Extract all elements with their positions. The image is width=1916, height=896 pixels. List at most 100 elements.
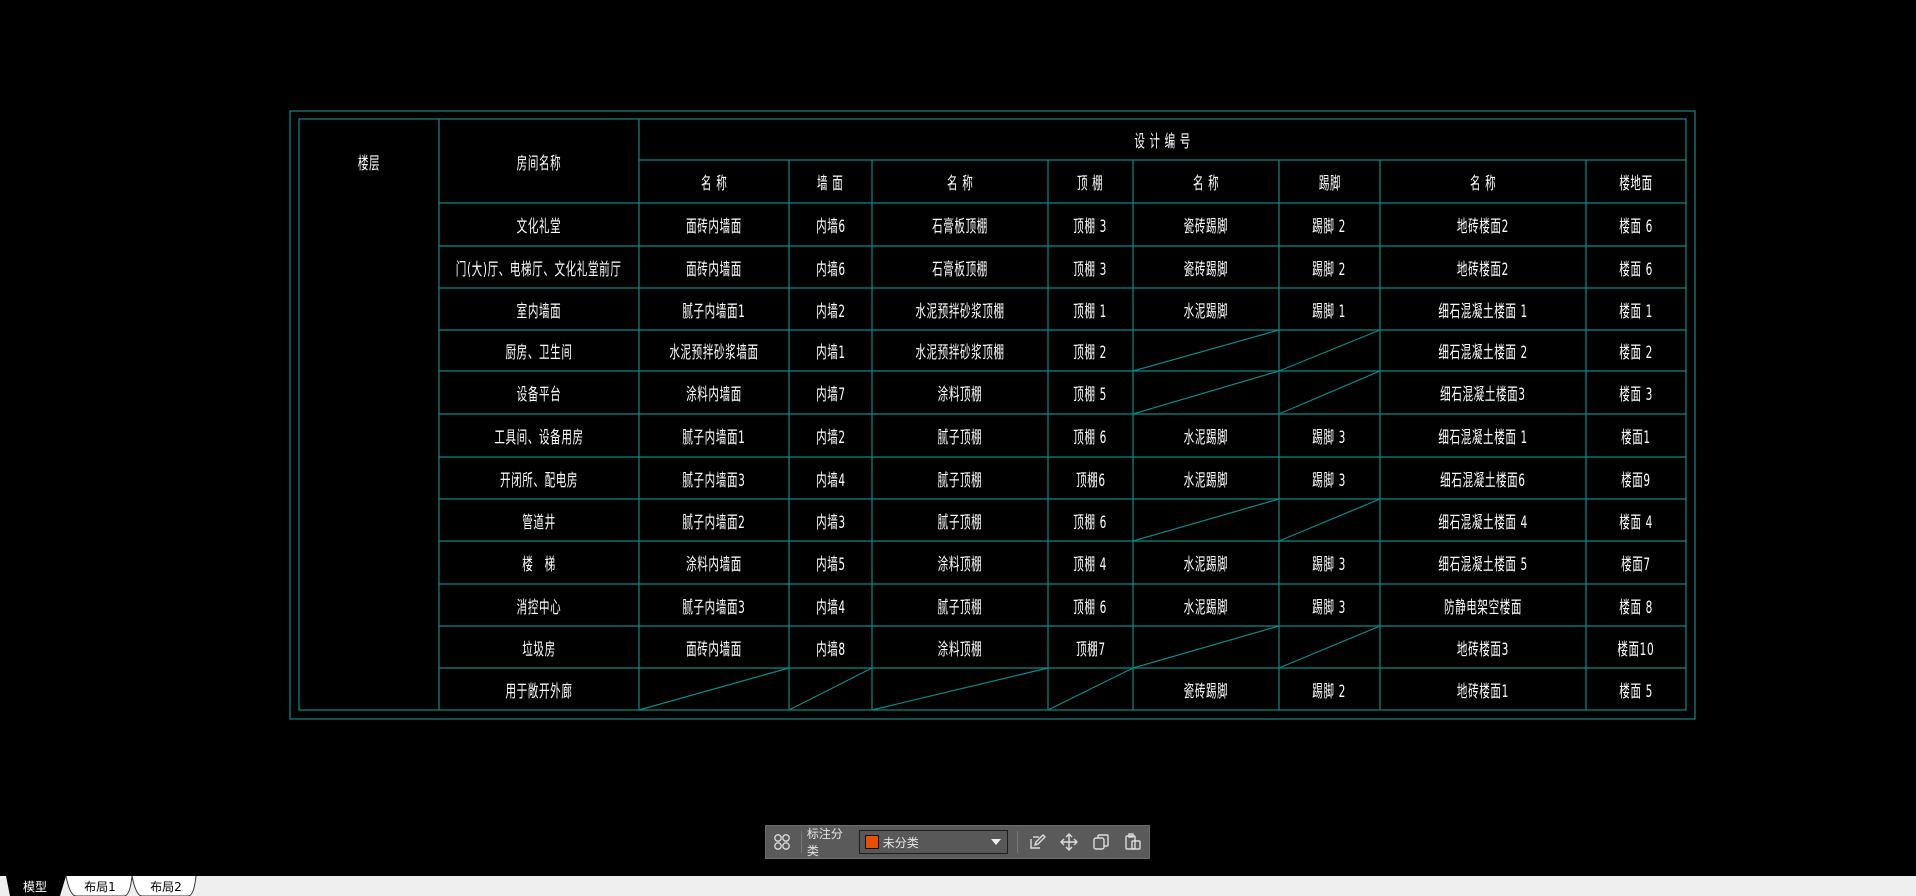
paste-icon[interactable] — [1120, 829, 1146, 855]
table-cell: 面砖内墙面 — [639, 203, 789, 246]
header-sub: 名 称 — [872, 160, 1048, 203]
cell-text: 楼面 3 — [1619, 385, 1653, 405]
header-floor: 楼层 — [299, 119, 439, 203]
cell-text: 涂料内墙面 — [686, 555, 742, 575]
cell-text: 楼面9 — [1621, 470, 1651, 491]
tab-layout1[interactable]: 布局1 — [74, 876, 126, 896]
table-cell: 踢脚 3 — [1279, 414, 1380, 457]
cell-text: 踢脚 — [1318, 174, 1341, 194]
table-cell: 踢脚 3 — [1279, 541, 1380, 584]
cell-text: 开闭所、配电房 — [499, 470, 579, 491]
tab-layout2[interactable]: 布局2 — [140, 876, 192, 896]
cell-text: 防静电架空楼面 — [1443, 597, 1523, 618]
cell-text: 名 称 — [946, 174, 974, 194]
tab-shapes — [6, 876, 197, 896]
table-cell: 水泥踢脚 — [1133, 414, 1279, 457]
cell-text: 顶棚 1 — [1073, 301, 1108, 322]
empty-cell-diagonal — [788, 667, 873, 711]
cell-text: 细石混凝土楼面6 — [1440, 470, 1526, 491]
table-cell: 细石混凝土楼面 2 — [1380, 330, 1586, 371]
header-sub: 名 称 — [1133, 160, 1279, 203]
table-cell: 面砖内墙面 — [639, 246, 789, 288]
room-name-cell: 楼 梯 — [439, 541, 639, 584]
layout-tab-bar: 模型 布局1 布局2 — [0, 876, 1916, 896]
table-cell: 踢脚 1 — [1279, 288, 1380, 330]
table-cell: 涂料顶棚 — [872, 541, 1048, 584]
cell-text: 水泥踢脚 — [1183, 470, 1229, 491]
move-icon[interactable] — [1056, 829, 1082, 855]
empty-cell-diagonal — [1132, 498, 1280, 542]
cell-text: 设 计 编 号 — [1134, 132, 1191, 152]
cell-text: 内墙5 — [815, 555, 846, 575]
cell-text: 腻子顶棚 — [937, 470, 983, 491]
cell-text: 顶棚7 — [1075, 639, 1106, 660]
table-cell: 细石混凝土楼面3 — [1380, 371, 1586, 414]
room-name-cell: 开闭所、配电房 — [439, 457, 639, 499]
cell-text: 用于敞开外廊 — [505, 681, 573, 702]
cell-text: 设备平台 — [516, 385, 562, 405]
cell-text: 顶棚 2 — [1073, 343, 1108, 363]
table-cell: 涂料内墙面 — [639, 371, 789, 414]
tab-model[interactable]: 模型 — [10, 876, 60, 896]
table-cell: 顶棚 4 — [1048, 541, 1133, 584]
grid-icon[interactable] — [769, 829, 795, 855]
room-name-cell: 管道井 — [439, 499, 639, 541]
selected-category: 未分类 — [882, 835, 919, 850]
table-cell: 内墙5 — [789, 541, 872, 584]
cell-text: 细石混凝土楼面 4 — [1438, 512, 1528, 533]
edit-icon[interactable] — [1024, 829, 1050, 855]
room-name-cell: 室内墙面 — [439, 288, 639, 330]
empty-cell-diagonal — [1278, 370, 1381, 415]
cell-text: 名 称 — [700, 174, 728, 194]
cell-text: 水泥预拌砂浆顶棚 — [915, 301, 1005, 322]
table-cell: 顶棚 6 — [1048, 499, 1133, 541]
table-cell: 顶棚7 — [1048, 626, 1133, 668]
annotation-category-label: 标注分类 — [806, 827, 843, 858]
cell-text: 楼面7 — [1621, 555, 1651, 575]
room-name-cell: 消控中心 — [439, 584, 639, 626]
tab-label: 模型 — [22, 879, 47, 894]
table-cell: 内墙1 — [789, 330, 872, 371]
cell-text: 楼地面 — [1619, 174, 1653, 194]
table-cell: 楼面 3 — [1586, 371, 1686, 414]
tab-label: 布局1 — [84, 879, 116, 894]
cell-text: 地砖楼面1 — [1457, 681, 1509, 702]
table-cell: 楼面 8 — [1586, 584, 1686, 626]
annotation-category-select[interactable]: 未分类 — [858, 830, 1009, 854]
table-cell: 面砖内墙面 — [639, 626, 789, 668]
cell-text: 细石混凝土楼面 1 — [1438, 428, 1528, 448]
table-cell: 踢脚 2 — [1279, 246, 1380, 288]
drawing-canvas[interactable]: 楼层 房间名称 设 计 编 号名 称 墙 面 名 称 顶 棚 名 称 踢脚 名 称 楼地面 文化礼堂… — [0, 0, 1916, 876]
chevron-down-icon — [991, 839, 1002, 845]
table-cell: 楼面 1 — [1586, 288, 1686, 330]
table-cell: 内墙2 — [789, 414, 872, 457]
table-cell: 细石混凝土楼面 1 — [1380, 288, 1586, 330]
cell-text: 名 称 — [1469, 174, 1497, 194]
cell-text: 楼面 6 — [1619, 217, 1653, 237]
cell-text: 内墙2 — [815, 301, 846, 322]
copy-icon[interactable] — [1088, 829, 1114, 855]
cell-text: 顶 棚 — [1077, 174, 1104, 194]
table-cell: 内墙4 — [789, 457, 872, 499]
room-name-cell: 垃圾房 — [439, 626, 639, 668]
cell-text: 水泥踢脚 — [1183, 597, 1229, 618]
table-cell: 楼面9 — [1586, 457, 1686, 499]
cell-text: 楼面 1 — [1619, 301, 1653, 322]
cell-text: 楼 梯 — [522, 555, 556, 575]
table-cell: 细石混凝土楼面 5 — [1380, 541, 1586, 584]
empty-cell-diagonal — [1132, 329, 1280, 372]
cell-text: 楼面1 — [1621, 428, 1651, 448]
table-cell: 瓷砖踢脚 — [1133, 668, 1279, 710]
cell-text: 名 称 — [1192, 174, 1220, 194]
empty-cell-diagonal — [1278, 329, 1381, 372]
table-cell: 内墙8 — [789, 626, 872, 668]
cell-text: 地砖楼面2 — [1457, 259, 1509, 280]
table-cell: 地砖楼面1 — [1380, 668, 1586, 710]
cell-text: 瓷砖踢脚 — [1183, 259, 1229, 280]
cell-text: 内墙2 — [815, 428, 846, 448]
cell-text: 文化礼堂 — [516, 217, 562, 237]
table-cell: 顶棚 5 — [1048, 371, 1133, 414]
cell-text: 细石混凝土楼面3 — [1440, 385, 1526, 405]
header-sub: 名 称 — [1380, 160, 1586, 203]
tab-label: 布局2 — [150, 879, 182, 894]
